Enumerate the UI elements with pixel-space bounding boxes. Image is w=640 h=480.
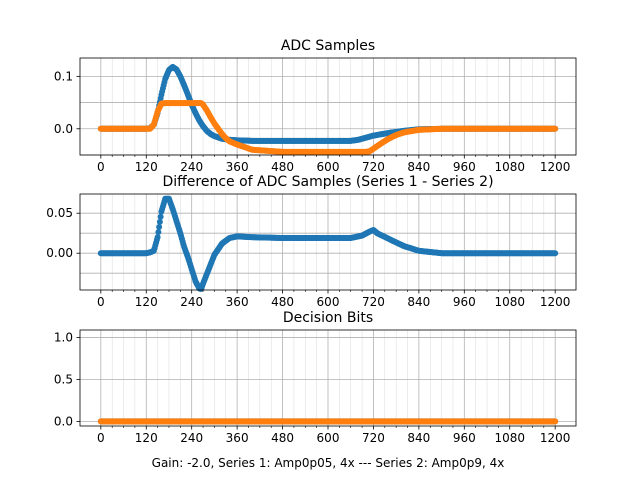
figure-footer: Gain: -2.0, Series 1: Amp0p05, 4x --- Se…: [152, 456, 505, 470]
y-tick-label: 0.05: [46, 206, 73, 220]
x-tick-label: 600: [317, 295, 340, 309]
x-tick-label: 360: [226, 431, 249, 445]
subplot-title: ADC Samples: [281, 38, 375, 54]
y-tick-label: 0.0: [54, 414, 73, 428]
y-tick-label: 0.1: [54, 69, 73, 83]
x-tick-label: 240: [180, 431, 203, 445]
x-tick-label: 480: [271, 431, 294, 445]
x-axis: 0 120 240 360 480 600 720 840 960 1080 1200: [97, 426, 570, 445]
data-point: [157, 213, 164, 220]
x-tick-label: 960: [453, 295, 476, 309]
data-point: [154, 234, 161, 241]
x-tick-label: 360: [226, 160, 249, 174]
data-point: [155, 229, 162, 236]
y-tick-label: 1.0: [54, 331, 73, 345]
x-tick-label: 840: [407, 431, 430, 445]
x-tick-label: 840: [407, 160, 430, 174]
x-tick-label: 960: [453, 431, 476, 445]
y-axis: 0.0 0.5 1.0: [54, 331, 80, 428]
x-tick-label: 1080: [494, 295, 525, 309]
x-tick-label: 480: [271, 295, 294, 309]
data-point: [156, 223, 163, 230]
x-axis: 0 120 240 360 480 600 720 840 960 1080 1200: [97, 155, 570, 174]
y-tick-label: 0.5: [54, 372, 73, 386]
x-tick-label: 120: [135, 295, 158, 309]
y-tick-label: 0.0: [54, 122, 73, 136]
x-tick-label: 240: [180, 295, 203, 309]
subplot-title: Difference of ADC Samples (Series 1 - Se…: [162, 174, 493, 190]
x-tick-label: 360: [226, 295, 249, 309]
x-tick-label: 0: [97, 160, 105, 174]
x-tick-label: 240: [180, 160, 203, 174]
x-tick-label: 1080: [494, 160, 525, 174]
x-tick-label: 1200: [540, 160, 571, 174]
x-tick-label: 120: [135, 160, 158, 174]
data-point: [552, 418, 559, 425]
x-tick-label: 120: [135, 431, 158, 445]
data-point: [552, 125, 559, 132]
x-tick-label: 720: [362, 431, 385, 445]
subplot-3: 0 120 240 360 480 600 720 840 960 1080 1200 0.0 0.5 1…: [54, 310, 577, 445]
data-point: [156, 218, 163, 225]
x-tick-label: 1080: [494, 431, 525, 445]
x-tick-label: 0: [97, 431, 105, 445]
x-tick-label: 480: [271, 160, 294, 174]
x-tick-label: 600: [317, 431, 340, 445]
y-axis: 0.0 0.1: [54, 69, 80, 136]
subplot-2: 0 120 240 360 480 600 720 840 960 1080 12000.000.0…: [46, 174, 577, 309]
x-tick-label: 1200: [540, 431, 571, 445]
y-tick-label: 0.00: [46, 246, 73, 260]
x-tick-label: 720: [362, 160, 385, 174]
series-2: [97, 418, 559, 425]
x-tick-label: 600: [317, 160, 340, 174]
x-tick-label: 840: [407, 295, 430, 309]
x-tick-label: 720: [362, 295, 385, 309]
x-axis: 0 120 240 360 480 600 720 840 960 1080 1200: [97, 290, 570, 309]
y-axis: 0.00 0.05: [46, 206, 80, 260]
subplot-1: 0 120 240 360 480 600 720 840 960 1080 1200 0.0 0.1 A…: [54, 38, 577, 174]
data-point: [552, 250, 559, 257]
subplot-title: Decision Bits: [283, 310, 373, 326]
x-tick-label: 1200: [540, 295, 571, 309]
series-2: [97, 100, 559, 155]
subplots: 0 120 240 360 480 600 720 840 960 1080 12000.00.1A…: [46, 38, 577, 445]
series-1: [97, 195, 559, 293]
x-tick-label: 0: [97, 295, 105, 309]
x-tick-label: 960: [453, 160, 476, 174]
